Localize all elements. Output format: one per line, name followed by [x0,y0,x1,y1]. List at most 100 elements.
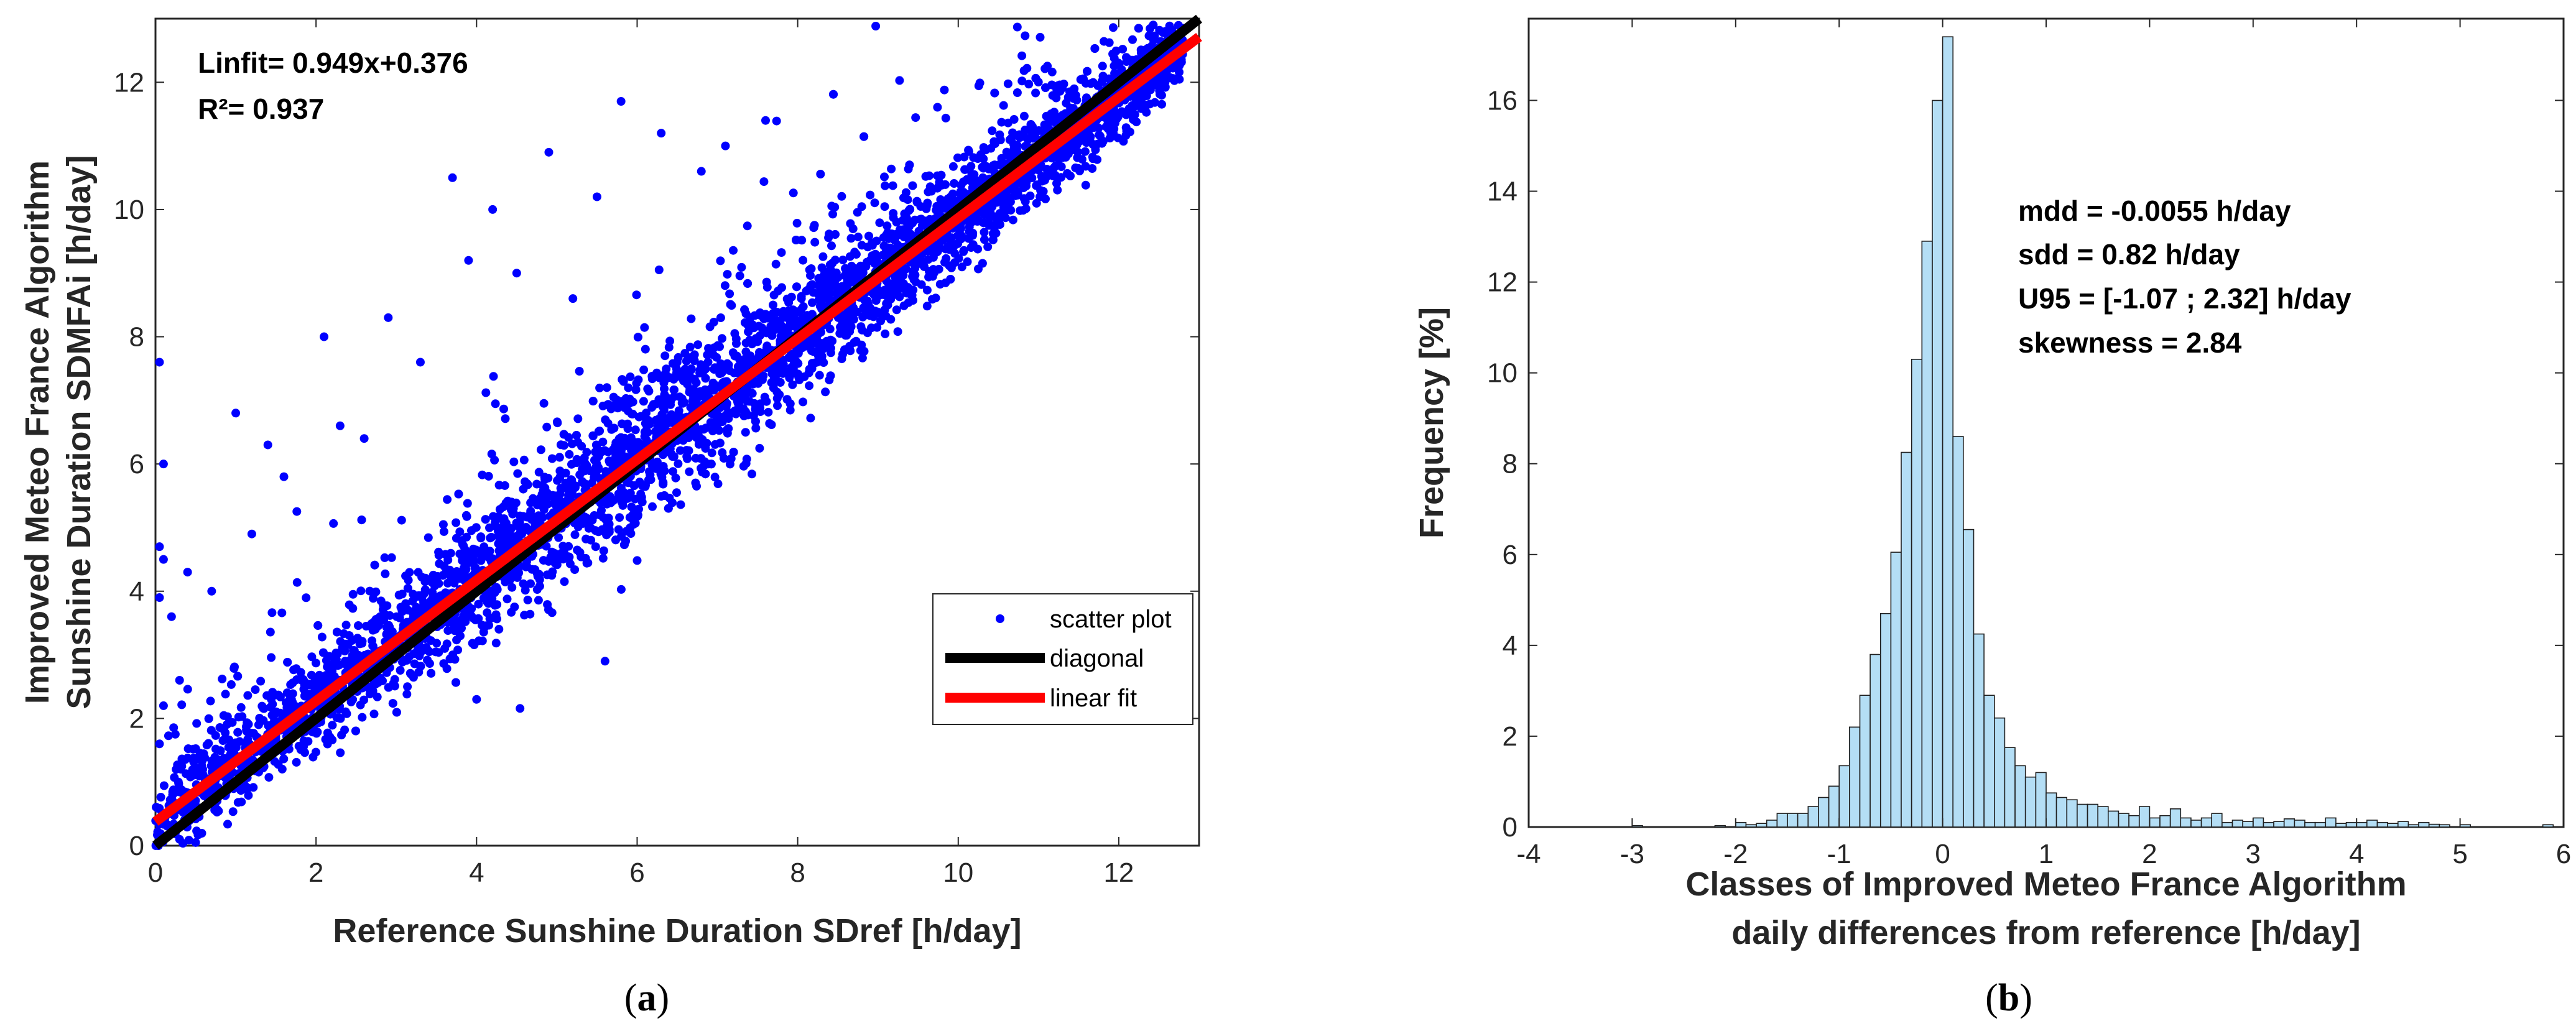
scatter-point [735,271,744,280]
scatter-point [359,434,369,443]
scatter-point [761,116,770,125]
scatter-point [701,469,710,479]
scatter-point [807,264,816,274]
scatter-point [602,383,611,392]
scatter-point [323,662,332,672]
scatter-point [455,574,464,583]
scatter-point [762,277,771,287]
scatter-point [277,608,287,617]
histogram-bar [1869,654,1881,828]
scatter-point [397,515,406,525]
scatter-point [462,512,471,521]
scatter-point [869,290,879,300]
scatter-point [601,415,610,425]
scatter-point [507,524,516,534]
histogram-y-tick-label: 0 [1503,812,1517,843]
scatter-point [357,515,366,525]
scatter-point [693,340,703,349]
scatter-point [818,252,828,261]
scatter-point [292,578,302,587]
scatter-point [560,548,569,558]
scatter-point [881,329,890,338]
scatter-point [1094,123,1103,132]
scatter-point [988,126,997,136]
scatter-point [583,558,593,568]
scatter-point [659,479,668,489]
scatter-point [592,192,601,201]
scatter-point [207,586,216,596]
scatter-lines [152,14,1202,850]
scatter-point [989,161,998,170]
scatter-point [799,314,808,323]
scatter-point [1022,63,1032,73]
histogram-bar [2231,820,2243,828]
scatter-point [1053,185,1062,195]
legend-marker-scatter [996,614,1004,623]
scatter-point [585,466,595,476]
scatter-point [1019,206,1028,215]
scatter-point [672,488,681,497]
scatter-point [369,709,379,719]
scatter-point [937,170,946,180]
histogram-bar [1787,813,1799,828]
scatter-point [204,714,213,723]
scatter-point [417,573,427,581]
scatter-point [538,513,547,522]
scatter-point [348,589,358,599]
scatter-point [488,205,498,214]
scatter-point [443,626,453,635]
scatter-point [649,400,658,409]
scatter-point [891,275,901,284]
histogram-bar [1797,813,1809,828]
scatter-point [881,181,890,190]
scatter-point [575,367,584,376]
histogram-bar [1745,824,1757,828]
scatter-point [640,323,649,332]
scatter-point [674,459,683,468]
scatter-point [499,502,508,512]
scatter-point [329,519,338,528]
histogram-bar [1766,820,1778,828]
scatter-point [396,666,405,675]
scatter-point [1063,169,1072,178]
scatter-point [883,221,892,231]
histogram-x-tick-label: -2 [1723,839,1748,869]
scatter-point [268,700,277,709]
scatter-point [990,88,999,98]
scatter-point [676,500,685,509]
scatter-point [765,419,774,428]
scatter-point [236,703,246,712]
scatter-point [701,374,710,383]
scatter-point [1016,133,1024,142]
scatter-point [591,455,600,464]
scatter-point [487,450,496,459]
scatter-point [1128,112,1137,121]
scatter-point [849,303,858,312]
histogram-bar [2097,806,2109,828]
scatter-point [229,663,239,673]
histogram-y-tick-label: 16 [1487,85,1517,116]
scatter-point [772,116,781,126]
scatter-point [646,470,655,479]
scatter-point [799,256,808,265]
scatter-point [986,144,996,153]
scatter-point [367,619,376,628]
histogram-y-tick-label: 14 [1487,177,1517,207]
scatter-point [499,404,508,414]
scatter-point [320,673,329,683]
scatter-point [848,224,858,233]
scatter-point [443,495,452,504]
scatter-point [512,269,521,278]
scatter-point [637,492,646,502]
scatter-point [626,443,636,452]
scatter-point [308,752,318,762]
scatter-point [493,585,502,594]
scatter-point [769,290,779,300]
scatter-point [923,198,932,208]
scatter-point [436,592,445,601]
scatter-point [313,621,323,630]
scatter-point [873,323,882,332]
scatter-y-tick-label: 8 [129,322,144,353]
scatter-y-axis-label-line2: Sunshine Duration SDMFAi [h/day] [60,155,98,709]
scatter-point [1141,45,1151,54]
